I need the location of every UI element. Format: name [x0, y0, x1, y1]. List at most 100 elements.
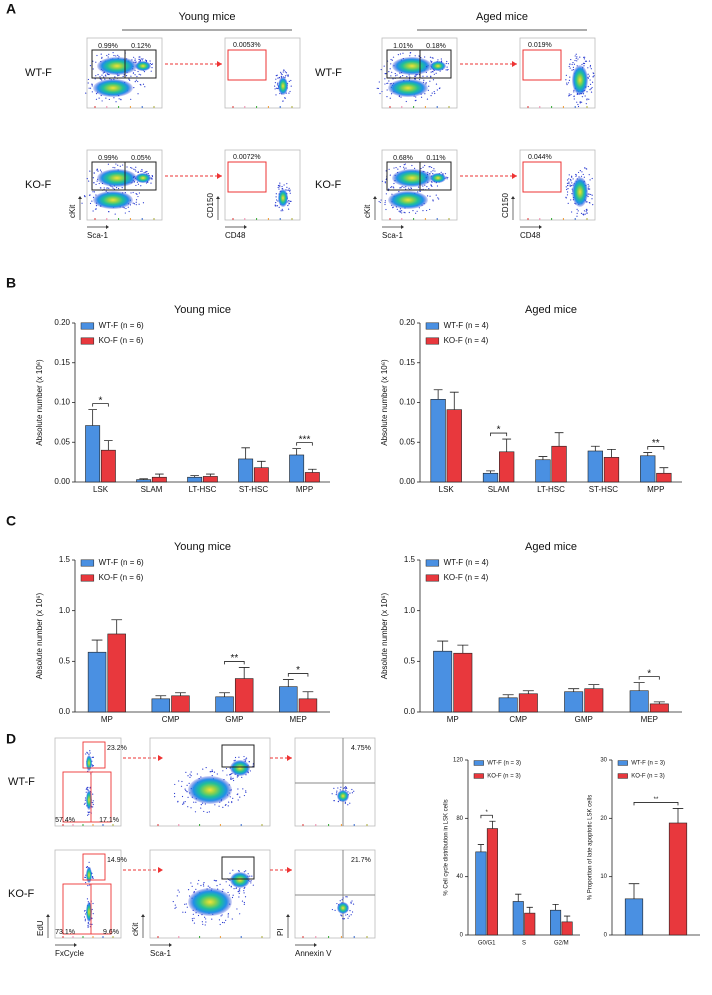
- event-dot: [402, 74, 404, 77]
- event-dot: [123, 207, 125, 209]
- event-dot: [580, 175, 583, 177]
- event-dot: [434, 92, 436, 95]
- event-dot: [405, 186, 407, 188]
- arrow-head: [287, 867, 292, 873]
- event-dot: [134, 74, 136, 76]
- bar: [238, 458, 254, 483]
- event-dot: [274, 85, 276, 87]
- event-dot: [134, 59, 136, 62]
- event-dot: [353, 790, 355, 792]
- event-dot: [96, 54, 98, 57]
- event-dot: [182, 911, 184, 913]
- error-bar: [526, 906, 533, 914]
- event-dot: [89, 65, 92, 67]
- event-dot: [200, 884, 202, 887]
- event-dot: [103, 187, 105, 189]
- y-tick-label: 0.20: [54, 318, 70, 327]
- event-dot: [114, 213, 116, 215]
- event-dot: [191, 885, 193, 887]
- event-dot: [241, 776, 243, 778]
- error-bar: [155, 473, 164, 478]
- bar: [475, 851, 487, 936]
- event-dot: [84, 797, 87, 799]
- event-dot: [282, 71, 284, 73]
- x-tick-label: MEP: [289, 715, 306, 724]
- event-dot: [581, 63, 583, 66]
- event-dot: [92, 800, 94, 802]
- event-dot: [174, 783, 176, 786]
- bar: [624, 898, 644, 936]
- event-dot: [141, 170, 143, 172]
- event-dot: [444, 173, 447, 175]
- event-dot: [381, 180, 384, 182]
- event-dot: [344, 801, 346, 803]
- event-dot: [150, 63, 153, 66]
- density-cloud: [188, 888, 232, 916]
- event-dot: [243, 794, 246, 797]
- event-dot: [574, 59, 576, 62]
- event-dot: [418, 55, 420, 57]
- event-dot: [136, 75, 138, 78]
- event-dot: [347, 791, 349, 793]
- event-dot: [576, 60, 578, 62]
- event-dot: [277, 77, 279, 79]
- gate-box: [82, 853, 106, 881]
- event-dot: [184, 903, 186, 905]
- event-dot: [150, 182, 152, 184]
- event-dot: [181, 780, 183, 783]
- event-dot: [95, 205, 98, 207]
- legend-label: KO-F (n = 4): [444, 336, 489, 345]
- event-dot: [91, 923, 93, 925]
- event-dot: [96, 168, 98, 170]
- axis-label: EdU: [36, 920, 45, 936]
- y-tick-label: 0.00: [399, 477, 415, 486]
- event-dot: [133, 61, 135, 64]
- event-dot: [202, 923, 204, 925]
- event-dot: [144, 59, 147, 61]
- event-dot: [583, 56, 585, 58]
- arrow-head: [78, 196, 82, 199]
- event-dot: [142, 58, 144, 60]
- event-dot: [590, 91, 593, 93]
- event-dot: [289, 189, 291, 191]
- event-dot: [178, 891, 180, 893]
- error-bar: [568, 688, 580, 692]
- event-dot: [587, 73, 589, 75]
- x-tick-label: LSK: [93, 485, 109, 494]
- plot-frame: [149, 849, 271, 939]
- event-dot: [215, 880, 218, 882]
- significance-label: **: [652, 438, 660, 449]
- event-dot: [389, 174, 391, 176]
- event-dot: [183, 803, 185, 805]
- event-dot: [122, 75, 124, 78]
- y-axis-label: Absolute number (x 10⁶): [35, 592, 44, 679]
- event-dot: [91, 200, 93, 202]
- event-dot: [588, 174, 590, 176]
- event-dot: [430, 71, 432, 73]
- event-dot: [140, 58, 142, 60]
- event-dot: [277, 200, 279, 202]
- event-dot: [141, 59, 144, 61]
- event-dot: [432, 170, 434, 172]
- event-dot: [278, 188, 280, 190]
- event-dot: [105, 97, 107, 99]
- event-dot: [227, 805, 229, 807]
- event-dot: [336, 790, 338, 792]
- event-dot: [133, 168, 135, 170]
- event-dot: [433, 168, 435, 170]
- event-dot: [190, 771, 192, 773]
- event-dot: [422, 185, 424, 187]
- event-dot: [234, 759, 236, 761]
- event-dot: [575, 175, 577, 177]
- event-dot: [81, 202, 83, 204]
- event-dot: [418, 207, 420, 209]
- event-dot: [586, 98, 588, 100]
- error-bar: [241, 447, 250, 459]
- event-dot: [182, 803, 184, 805]
- error-bar: [190, 475, 199, 478]
- event-dot: [383, 65, 385, 67]
- event-dot: [219, 923, 221, 926]
- arrow-head: [46, 914, 50, 917]
- event-dot: [203, 885, 205, 887]
- density-cloud: [93, 191, 133, 209]
